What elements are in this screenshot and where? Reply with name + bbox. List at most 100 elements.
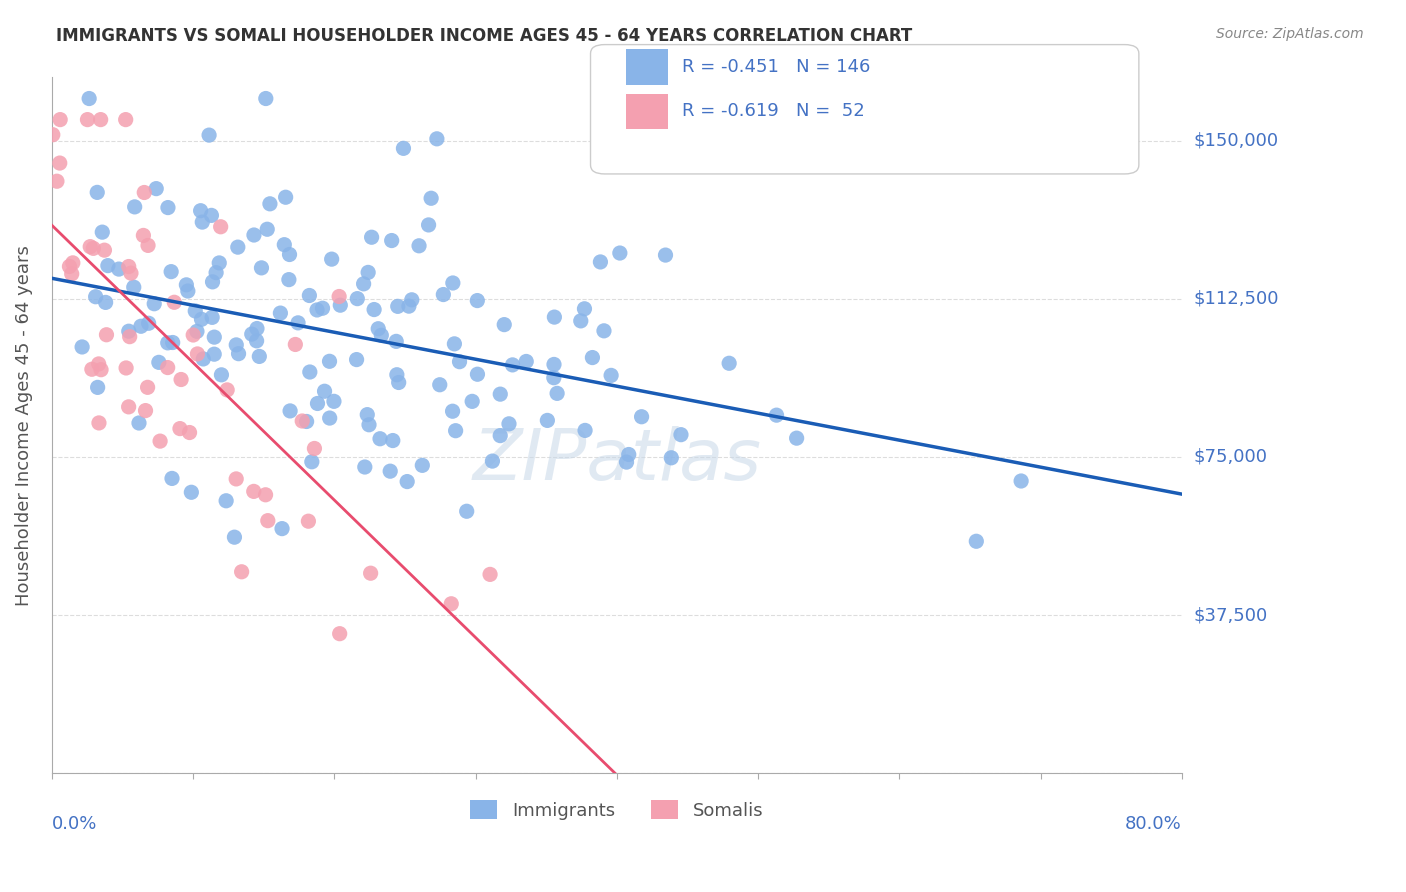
Immigrants xyxy=(246,334,269,348)
Immigrants xyxy=(160,471,183,485)
Immigrants xyxy=(277,272,299,286)
Somalis xyxy=(60,267,83,281)
Immigrants xyxy=(318,354,340,368)
Immigrants xyxy=(301,455,323,469)
Immigrants xyxy=(536,413,558,427)
Immigrants xyxy=(498,417,520,431)
Immigrants xyxy=(180,485,202,500)
Somalis xyxy=(90,112,112,127)
Somalis xyxy=(304,442,326,456)
Somalis xyxy=(134,186,156,200)
Immigrants xyxy=(356,408,378,422)
Somalis xyxy=(231,565,253,579)
Somalis xyxy=(117,400,139,414)
Somalis xyxy=(170,372,193,386)
Immigrants xyxy=(380,464,402,478)
Somalis xyxy=(48,156,70,170)
Immigrants xyxy=(129,319,152,334)
Immigrants xyxy=(353,277,375,291)
Immigrants xyxy=(156,335,179,350)
Immigrants xyxy=(1010,474,1032,488)
Immigrants xyxy=(278,247,301,261)
Immigrants xyxy=(456,504,478,518)
Somalis xyxy=(136,380,159,394)
Immigrants xyxy=(357,265,380,279)
Text: $75,000: $75,000 xyxy=(1194,448,1267,466)
Immigrants xyxy=(385,334,408,349)
Immigrants xyxy=(465,293,488,308)
Immigrants xyxy=(449,354,471,368)
Immigrants xyxy=(201,275,224,289)
Immigrants xyxy=(224,530,246,544)
Somalis xyxy=(291,414,314,428)
Immigrants xyxy=(156,201,179,215)
Somalis xyxy=(136,238,159,252)
Immigrants xyxy=(396,475,419,489)
Immigrants xyxy=(143,297,166,311)
Immigrants xyxy=(368,432,391,446)
Immigrants xyxy=(353,460,375,475)
Immigrants xyxy=(589,255,612,269)
Immigrants xyxy=(630,409,652,424)
Immigrants xyxy=(502,358,524,372)
Somalis xyxy=(209,219,232,234)
Immigrants xyxy=(381,234,404,248)
Immigrants xyxy=(278,404,301,418)
Somalis xyxy=(149,434,172,449)
Immigrants xyxy=(256,222,278,236)
Immigrants xyxy=(295,415,318,429)
Immigrants xyxy=(190,312,212,326)
Immigrants xyxy=(305,302,328,317)
Somalis xyxy=(120,266,142,280)
Somalis xyxy=(186,347,208,361)
Immigrants xyxy=(122,280,145,294)
Somalis xyxy=(440,597,463,611)
Immigrants xyxy=(287,316,309,330)
Immigrants xyxy=(246,321,269,335)
Immigrants xyxy=(190,203,212,218)
Immigrants xyxy=(273,237,295,252)
Immigrants xyxy=(609,246,631,260)
Somalis xyxy=(82,241,104,255)
Immigrants xyxy=(177,284,200,298)
Immigrants xyxy=(243,227,266,242)
Immigrants xyxy=(186,324,208,338)
Somalis xyxy=(256,514,278,528)
Somalis xyxy=(115,361,138,376)
Immigrants xyxy=(426,132,449,146)
Immigrants xyxy=(124,200,146,214)
Immigrants xyxy=(84,290,107,304)
Somalis xyxy=(329,626,352,640)
Immigrants xyxy=(494,318,516,332)
Somalis xyxy=(217,383,239,397)
Immigrants xyxy=(515,354,537,368)
Somalis xyxy=(87,357,110,371)
Immigrants xyxy=(145,181,167,195)
Somalis xyxy=(79,240,101,254)
Immigrants xyxy=(381,434,404,448)
Immigrants xyxy=(786,431,808,445)
Text: IMMIGRANTS VS SOMALI HOUSEHOLDER INCOME AGES 45 - 64 YEARS CORRELATION CHART: IMMIGRANTS VS SOMALI HOUSEHOLDER INCOME … xyxy=(56,27,912,45)
Immigrants xyxy=(543,358,565,372)
Somalis xyxy=(284,337,307,351)
Immigrants xyxy=(441,276,464,290)
Y-axis label: Householder Income Ages 45 - 64 years: Householder Income Ages 45 - 64 years xyxy=(15,245,32,606)
Somalis xyxy=(76,112,98,127)
Immigrants xyxy=(367,322,389,336)
Somalis xyxy=(135,403,157,417)
Immigrants xyxy=(191,215,214,229)
Text: ZIPatlas: ZIPatlas xyxy=(472,425,761,494)
Immigrants xyxy=(311,301,333,316)
Somalis xyxy=(118,260,141,274)
Immigrants xyxy=(215,493,238,508)
Immigrants xyxy=(259,196,281,211)
Immigrants xyxy=(411,458,433,473)
Immigrants xyxy=(70,340,93,354)
Text: $150,000: $150,000 xyxy=(1194,132,1278,150)
Immigrants xyxy=(298,288,321,302)
Immigrants xyxy=(398,299,420,313)
Immigrants xyxy=(965,534,987,549)
Immigrants xyxy=(346,292,368,306)
Immigrants xyxy=(593,324,616,338)
Immigrants xyxy=(202,347,225,361)
